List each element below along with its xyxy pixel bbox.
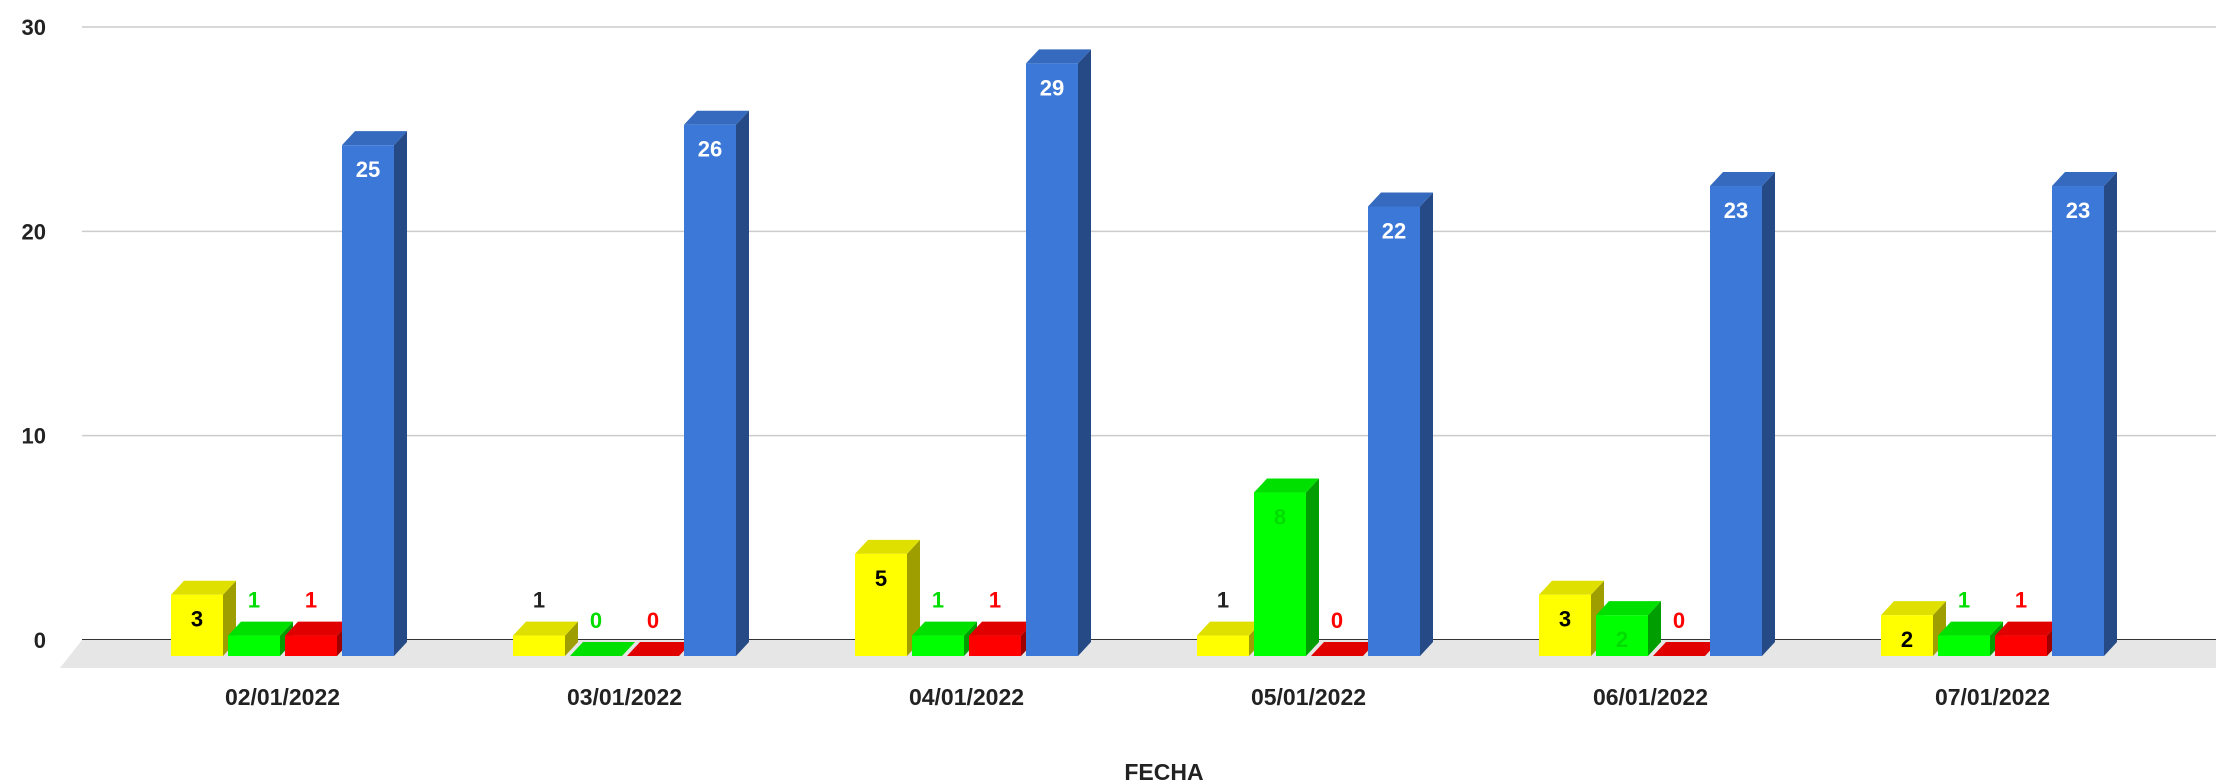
bar (1938, 621, 2003, 656)
x-tick-label: 04/01/2022 (909, 684, 1024, 710)
data-label: 5 (875, 566, 887, 591)
x-tick-label: 02/01/2022 (225, 684, 340, 710)
data-label: 8 (1274, 505, 1286, 530)
x-axis-title: FECHA (1124, 759, 1203, 784)
bar (171, 580, 236, 656)
bar (513, 621, 578, 656)
data-label: 29 (1040, 75, 1064, 100)
bar (1653, 642, 1718, 656)
data-label: 23 (2066, 198, 2090, 223)
bar (342, 131, 407, 656)
bar (1368, 192, 1433, 656)
y-axis-ticks: 0 10 20 30 (22, 15, 46, 653)
data-label: 0 (590, 608, 602, 633)
bar (1197, 621, 1262, 656)
bar (855, 539, 920, 656)
y-tick-label: 20 (22, 219, 46, 244)
bar (684, 110, 749, 656)
data-label: 0 (647, 608, 659, 633)
data-label: 3 (1559, 607, 1571, 632)
data-label: 1 (533, 588, 545, 613)
bar (1995, 621, 2060, 656)
bar (912, 621, 977, 656)
bar (1881, 601, 1946, 656)
bar (285, 621, 350, 656)
data-label: 26 (698, 137, 722, 162)
bar (570, 642, 635, 656)
data-label: 1 (1217, 588, 1229, 613)
y-tick-label: 10 (22, 424, 46, 449)
bar (2052, 172, 2117, 657)
data-label: 23 (1724, 198, 1748, 223)
bar (228, 621, 293, 656)
bar (1596, 601, 1661, 656)
data-label: 1 (932, 588, 944, 613)
bar (1254, 478, 1319, 656)
data-label: 1 (305, 588, 317, 613)
data-label: 0 (1331, 608, 1343, 633)
data-label: 1 (989, 588, 1001, 613)
data-label: 2 (1616, 627, 1628, 652)
data-label: 25 (356, 157, 380, 182)
bar (1311, 642, 1376, 656)
data-label: 1 (248, 588, 260, 613)
bar (1026, 49, 1091, 656)
x-axis-ticks: 02/01/2022 03/01/2022 04/01/2022 05/01/2022… (225, 684, 2050, 710)
data-label: 3 (191, 607, 203, 632)
x-tick-label: 03/01/2022 (567, 684, 682, 710)
data-label: 22 (1382, 218, 1406, 243)
data-label: 0 (1673, 608, 1685, 633)
data-labels: 3 1 1 25 1 0 0 26 5 1 1 29 1 8 0 22 3 2 0 23 2 1 1 23 (191, 75, 2090, 652)
bars (171, 49, 2117, 657)
x-tick-label: 05/01/2022 (1251, 684, 1366, 710)
bar (969, 621, 1034, 656)
y-tick-label: 0 (34, 628, 46, 653)
data-label: 2 (1901, 627, 1913, 652)
data-label: 1 (2015, 588, 2027, 613)
data-label: 1 (1958, 588, 1970, 613)
bar (627, 642, 692, 656)
bar (1710, 172, 1775, 657)
x-tick-label: 07/01/2022 (1935, 684, 2050, 710)
bar (1539, 580, 1604, 656)
y-tick-label: 30 (22, 15, 46, 40)
x-tick-label: 06/01/2022 (1593, 684, 1708, 710)
